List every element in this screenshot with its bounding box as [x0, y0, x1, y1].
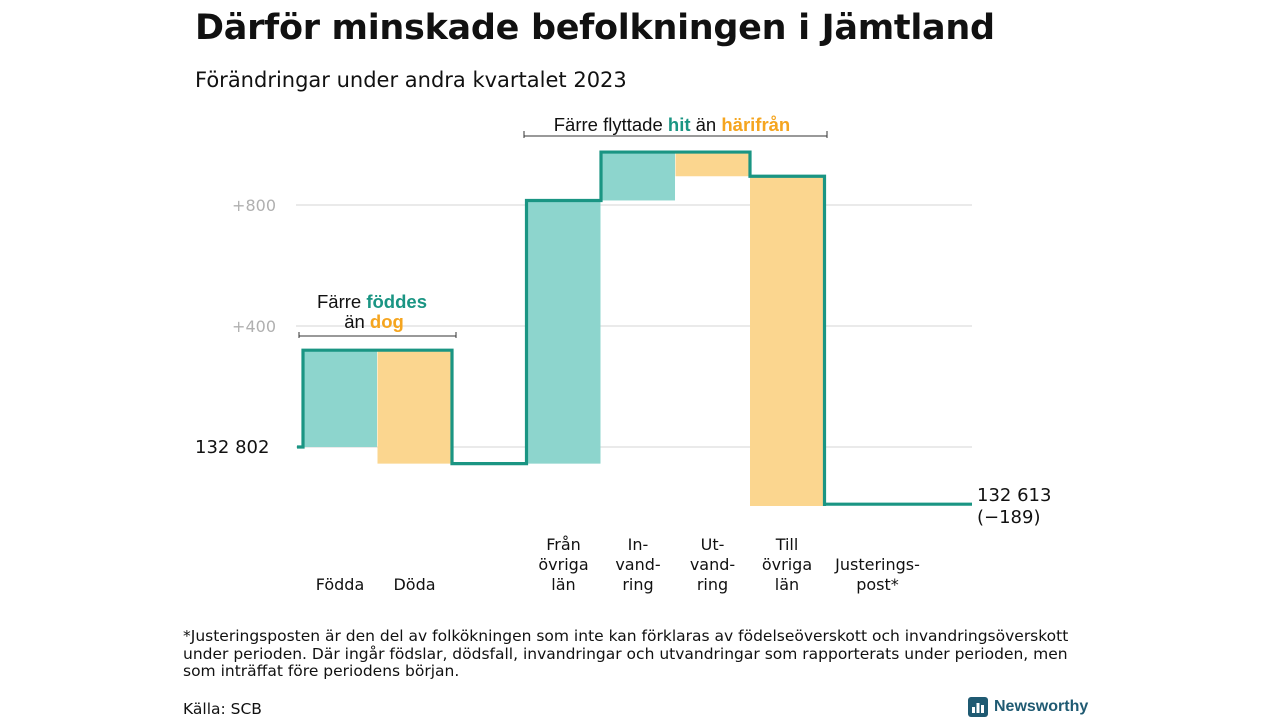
category-label: Ut-: [701, 535, 725, 554]
bar-till-övriga-län: [750, 176, 824, 506]
line-layer: [297, 150, 972, 506]
births-bracket: [298, 332, 457, 338]
category-label: ring: [622, 575, 653, 594]
end-value-label: 132 613: [977, 485, 1051, 506]
category-label: län: [775, 575, 799, 594]
category-label: vand-: [690, 555, 735, 574]
end-change-label: (−189): [977, 507, 1040, 528]
category-label: In-: [628, 535, 649, 554]
category-label: Till: [775, 535, 799, 554]
y-tick-label: +400: [232, 317, 276, 336]
category-label: Från: [546, 535, 581, 554]
category-label: län: [551, 575, 575, 594]
brand-logo: Newsworthy: [968, 697, 1088, 717]
category-label: vand-: [615, 555, 660, 574]
migration-annotation-text: Färre flyttade hit än härifrån: [554, 114, 791, 135]
brand-name: Newsworthy: [994, 698, 1089, 715]
migration-annotation: Färre flyttade hit än härifrån: [523, 114, 828, 138]
bar-från-övriga-län: [526, 200, 601, 464]
category-label: Justerings-: [834, 555, 920, 574]
start-value-label: 132 802: [195, 437, 269, 458]
bar-döda: [377, 350, 452, 464]
chart-title: Därför minskade befolkningen i Jämtland: [195, 8, 995, 48]
bar-utvandring: [675, 152, 750, 177]
y-tick-label: +800: [232, 196, 276, 215]
bar-layer: [303, 152, 824, 506]
running-total-line: [297, 150, 972, 506]
category-label: övriga: [762, 555, 812, 574]
migration-bracket: [523, 131, 828, 138]
bar-invandring: [601, 152, 675, 201]
source-label: Källa: SCB: [183, 700, 262, 718]
category-label: Födda: [316, 575, 365, 594]
bar-födda: [303, 350, 377, 447]
births-annotation-line2: än dog: [344, 311, 404, 332]
births-annotation-line1: Färre föddes: [317, 291, 427, 312]
category-label: övriga: [538, 555, 588, 574]
category-label: Döda: [393, 575, 435, 594]
bar-chart-logo-icon: [968, 697, 988, 717]
footnote: *Justeringsposten är den del av folkökni…: [183, 627, 1069, 680]
births-annotation: Färre föddes än dog: [298, 291, 457, 338]
category-label: post*: [856, 575, 899, 594]
category-label: ring: [697, 575, 728, 594]
chart-subtitle: Förändringar under andra kvartalet 2023: [195, 68, 627, 92]
